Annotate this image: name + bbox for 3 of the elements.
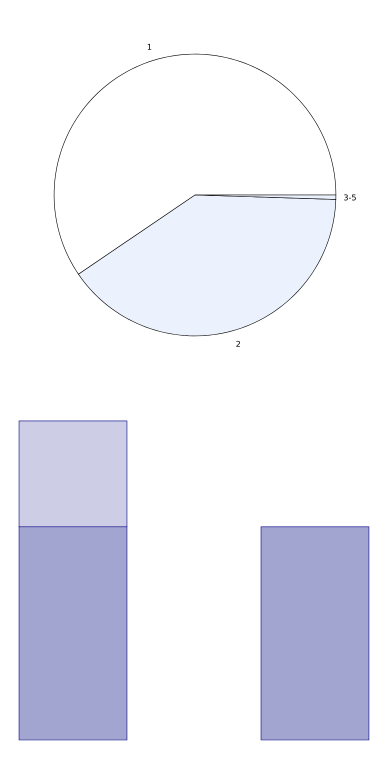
slice-label: 3-5 [344, 194, 356, 200]
slice-label: 2 [236, 340, 240, 347]
slice-label: 1 [148, 44, 152, 50]
